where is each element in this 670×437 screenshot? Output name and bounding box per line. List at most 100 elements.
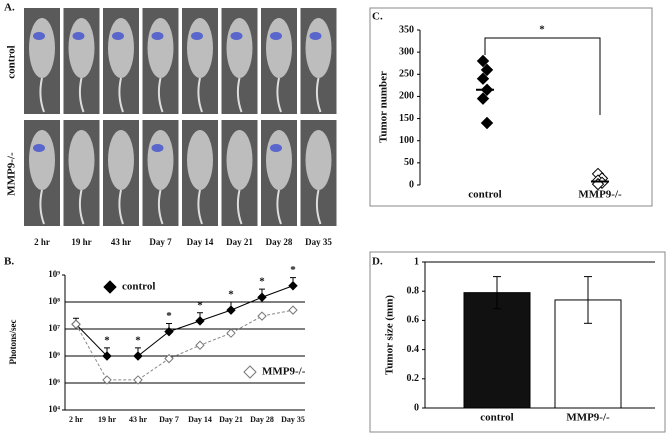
x-tick-label: MMP9-/- [566, 412, 610, 424]
mouse-body [305, 18, 332, 78]
panel-label: A. [4, 2, 15, 14]
mouse-body [226, 18, 253, 78]
mouse-tail [236, 189, 243, 225]
time-label: 43 hr [111, 237, 131, 247]
annotation: * [166, 310, 172, 322]
signal [191, 32, 203, 40]
y-tick-label: 0 [409, 179, 414, 190]
y-axis-label: Photons/sec [8, 319, 18, 364]
mouse-tail [157, 77, 164, 113]
mouse-tail [315, 189, 322, 225]
signal [33, 32, 45, 40]
point [226, 328, 236, 338]
point [480, 63, 494, 77]
y-tick-label: 10⁸ [48, 296, 60, 306]
mouse-body [147, 130, 174, 190]
annotation: * [104, 334, 110, 346]
time-label: Day 28 [266, 237, 293, 247]
y-axis-label: Tumor number [378, 71, 390, 143]
mouse-body [29, 18, 55, 78]
y-tick-label: 0.6 [407, 315, 420, 326]
significance: * [539, 24, 545, 36]
panel-label: B. [4, 256, 14, 268]
y-tick-label: 300 [399, 46, 414, 57]
mouse-tail [39, 189, 45, 225]
time-label: Day 21 [226, 237, 253, 247]
time-label: 19 hr [71, 237, 91, 247]
y-tick-label: 50 [404, 157, 414, 168]
point [71, 319, 81, 329]
x-tick-label: control [468, 189, 501, 201]
signal [270, 32, 282, 40]
point [288, 281, 298, 291]
point [102, 351, 112, 361]
point [164, 326, 174, 337]
x-tick-label: Day 21 [219, 415, 243, 424]
mouse-tail [236, 77, 243, 113]
point [480, 116, 494, 130]
mouse-body [108, 18, 134, 78]
x-tick-label: MMP9-/- [578, 189, 622, 201]
mouse-tail [78, 77, 85, 113]
signal [72, 32, 85, 40]
mouse-tail [39, 77, 45, 113]
mouse-tail [157, 189, 164, 225]
y-tick-label: 1 [414, 256, 419, 267]
y-tick-label: 0 [414, 402, 419, 413]
signal [151, 144, 164, 152]
mouse-tail [276, 189, 282, 225]
mouse-tail [118, 189, 124, 225]
y-tick-label: 10⁹ [48, 269, 60, 279]
point [164, 353, 174, 364]
panel-d-frame [369, 251, 666, 433]
series-line [75, 285, 294, 357]
x-tick-label: Day 35 [281, 415, 305, 424]
row-label: MMP9-/- [6, 152, 18, 196]
x-tick-label: 19 hr [98, 415, 116, 424]
mouse-body [305, 130, 332, 190]
signal [309, 32, 322, 40]
legend-label: MMP9-/- [262, 366, 306, 378]
y-tick-label: 10⁷ [48, 323, 60, 333]
point [133, 375, 143, 385]
y-axis-label: Tumor size (mm) [384, 295, 396, 375]
y-tick-label: 10⁶ [48, 350, 60, 360]
panel-label: D. [372, 256, 383, 268]
point [257, 311, 267, 321]
y-tick-label: 100 [399, 135, 414, 146]
y-tick-label: 150 [399, 113, 414, 124]
row-label: control [6, 45, 18, 78]
mouse-tail [197, 189, 203, 225]
signal [33, 144, 45, 152]
point [133, 351, 143, 361]
panel-label: C. [372, 11, 383, 23]
signal [151, 32, 164, 40]
mouse-body [187, 130, 213, 190]
point [257, 292, 267, 302]
annotation: * [197, 299, 203, 311]
point [102, 375, 112, 385]
mouse-tail [78, 189, 85, 225]
signal [230, 32, 243, 40]
x-tick-label: control [480, 412, 513, 424]
mouse-tail [276, 77, 282, 113]
x-tick-label: Day 7 [159, 415, 179, 424]
point [195, 316, 205, 326]
y-tick-label: 10⁴ [48, 404, 60, 414]
annotation: * [135, 334, 141, 346]
annotation: * [259, 276, 265, 288]
significance-bracket [484, 37, 601, 115]
y-tick-label: 0.8 [407, 285, 420, 296]
mouse-body [226, 130, 253, 190]
mouse-body [266, 130, 292, 190]
annotation: * [290, 264, 296, 276]
mouse-tail [197, 77, 203, 113]
point [288, 305, 298, 315]
mouse-body [147, 18, 174, 78]
point [226, 305, 236, 315]
mouse-body [266, 18, 292, 78]
mouse-tail [315, 77, 322, 113]
time-label: Day 7 [149, 237, 172, 247]
